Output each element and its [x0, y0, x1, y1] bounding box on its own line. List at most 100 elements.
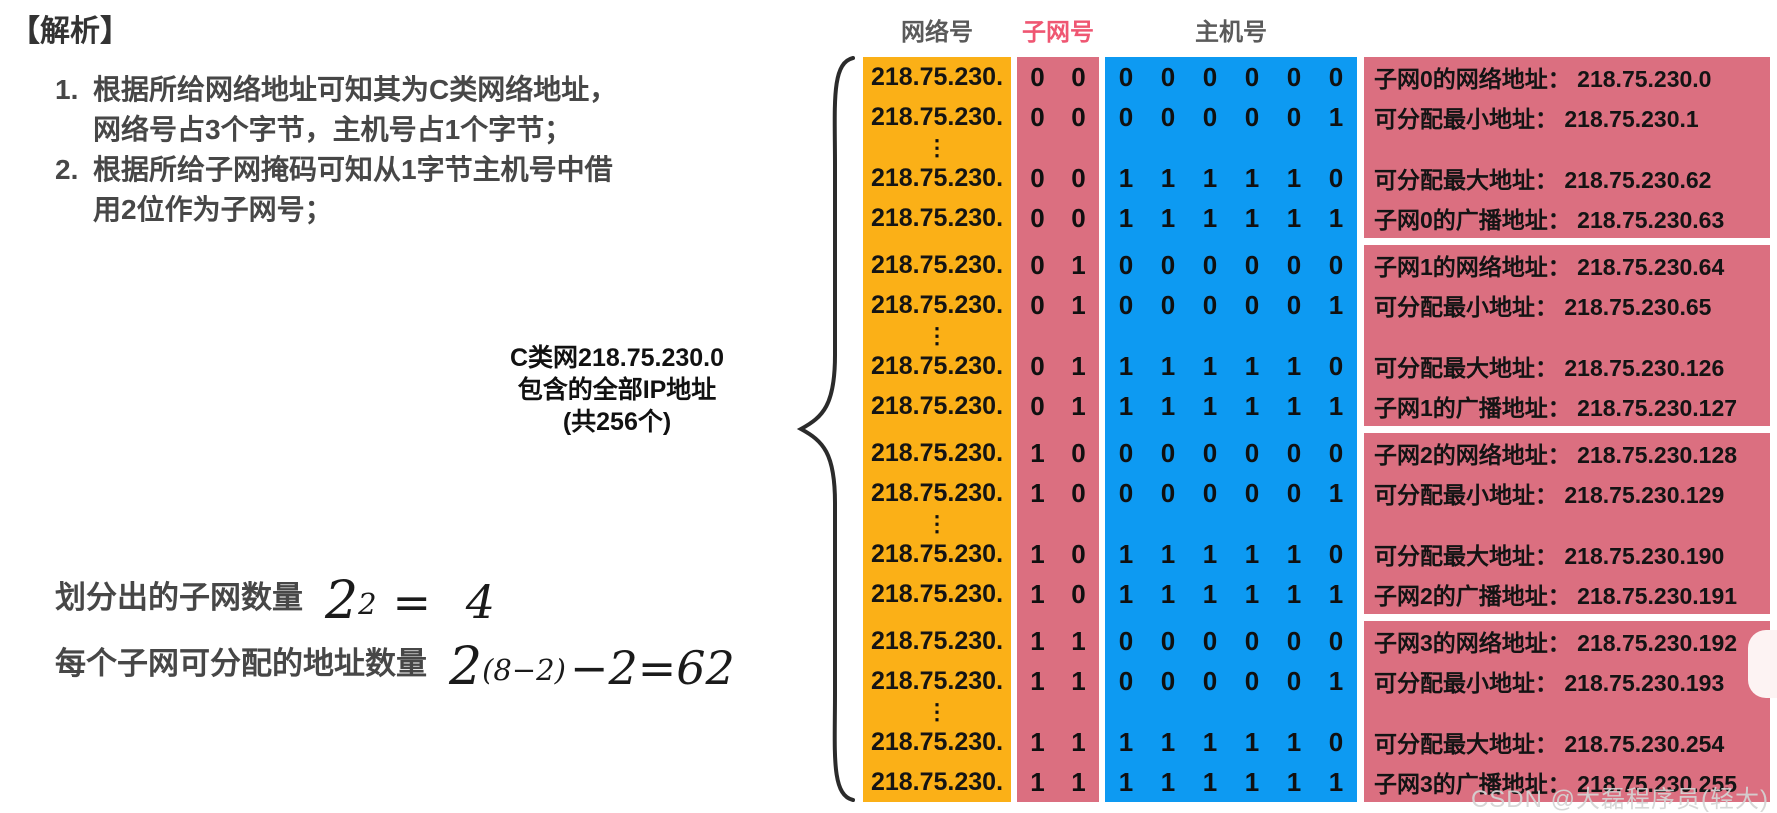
- bit-value: 0: [1071, 578, 1086, 609]
- table-row: 218.75.230. 1 0 1 1 1 1 1 0 可分配最大地址： 218.75.230.1…: [863, 534, 1770, 574]
- bit-value: 0: [1328, 437, 1344, 468]
- network-cell: 218.75.230.: [863, 534, 1011, 574]
- bit-value: 0: [1286, 101, 1302, 132]
- column-gap: [1357, 325, 1364, 346]
- column-gap: [1011, 57, 1017, 97]
- table-row: 218.75.230. 0 1 0 0 0 0 0 1 可分配最小地址： 218.75.230.6…: [863, 285, 1770, 325]
- point-text: 根据所给网络地址可知其为C类网络地址， 网络号占3个字节，主机号占1个字节；: [93, 70, 617, 150]
- annotation-cell: [1364, 325, 1770, 346]
- bit-value: 0: [1328, 726, 1344, 757]
- bit-value: 0: [1071, 101, 1086, 132]
- point-line: 用2位作为子网号；: [93, 194, 333, 225]
- column-gap: [1099, 534, 1105, 574]
- column-gap: [1011, 574, 1017, 614]
- subnet-bits-cell: [1017, 137, 1099, 158]
- network-cell: 218.75.230.: [863, 762, 1011, 802]
- bit-value: 0: [1286, 477, 1302, 508]
- column-gap: [1099, 137, 1105, 158]
- column-gap: [1011, 346, 1017, 386]
- formula-address-count: 每个子网可分配的地址数量 2(8−2)−2=62: [55, 638, 735, 696]
- bit-value: 0: [1071, 61, 1086, 92]
- annotation-cell: [1364, 614, 1770, 621]
- bit-value: 1: [1030, 625, 1045, 656]
- column-gap: [1357, 621, 1364, 661]
- bit-value: 0: [1244, 625, 1260, 656]
- column-gap: [1011, 534, 1017, 574]
- annotation-cell: 子网0的网络地址： 218.75.230.0: [1364, 57, 1770, 97]
- bit-value: 0: [1030, 350, 1045, 381]
- analysis-title: 【解析】: [10, 15, 130, 48]
- column-gap: [1099, 386, 1105, 426]
- bit-value: 1: [1118, 162, 1134, 193]
- ellipsis-glyph: ⋮: [926, 698, 948, 724]
- bit-value: 0: [1160, 61, 1176, 92]
- column-gap: [1011, 701, 1017, 722]
- ellipsis-row: ⋮: [863, 510, 1770, 536]
- network-cell: ⋮: [863, 136, 1011, 158]
- column-gap: [1011, 433, 1017, 473]
- bit-value: 1: [1118, 766, 1134, 797]
- host-bits-cell: [1105, 614, 1357, 621]
- bit-value: 0: [1286, 61, 1302, 92]
- network-cell: 218.75.230.: [863, 198, 1011, 238]
- network-cell: [863, 614, 1011, 621]
- bit-value: 0: [1202, 289, 1218, 320]
- bit-value: 0: [1286, 249, 1302, 280]
- column-gap: [1357, 513, 1364, 534]
- subnet-bits-cell: [1017, 238, 1099, 245]
- annotation-cell: 子网3的网络地址： 218.75.230.192: [1364, 621, 1770, 661]
- bit-value: 0: [1160, 101, 1176, 132]
- bit-value: 1: [1160, 538, 1176, 569]
- network-cell: 218.75.230.: [863, 386, 1011, 426]
- point-line: 根据所给网络地址可知其为C类网络地址，: [93, 74, 618, 105]
- column-gap: [1099, 701, 1105, 722]
- annotation-cell: [1364, 137, 1770, 158]
- bit-value: 1: [1071, 726, 1086, 757]
- network-cell: 218.75.230.: [863, 245, 1011, 285]
- ellipsis-glyph: ⋮: [926, 510, 948, 536]
- bit-value: 0: [1071, 202, 1086, 233]
- column-gap: [1011, 426, 1017, 433]
- column-gap: [1011, 97, 1017, 137]
- column-gap: [1011, 473, 1017, 513]
- annotation-cell: 子网3的广播地址： 218.75.230.255: [1364, 762, 1770, 802]
- annotation-cell: [1364, 426, 1770, 433]
- column-gap: [1099, 614, 1105, 621]
- column-gap: [1099, 473, 1105, 513]
- annotation-cell: 子网0的广播地址： 218.75.230.63: [1364, 198, 1770, 238]
- analysis-point-1: 1. 根据所给网络地址可知其为C类网络地址， 网络号占3个字节，主机号占1个字节…: [55, 70, 617, 150]
- bit-value: 1: [1160, 350, 1176, 381]
- bit-value: 0: [1030, 202, 1045, 233]
- annotation-cell: 可分配最大地址： 218.75.230.62: [1364, 158, 1770, 198]
- annotation-cell: 可分配最大地址： 218.75.230.254: [1364, 722, 1770, 762]
- bit-value: 1: [1244, 390, 1260, 421]
- column-gap: [1357, 722, 1364, 762]
- column-gap: [1099, 97, 1105, 137]
- bit-value: 1: [1202, 202, 1218, 233]
- bit-value: 1: [1160, 202, 1176, 233]
- bit-value: 0: [1244, 477, 1260, 508]
- column-gap: [1099, 238, 1105, 245]
- bit-value: 0: [1118, 477, 1134, 508]
- bit-value: 0: [1244, 289, 1260, 320]
- network-cell: [863, 238, 1011, 245]
- column-gap: [1099, 621, 1105, 661]
- column-gap: [1011, 238, 1017, 245]
- column-gap: [1011, 513, 1017, 534]
- bit-value: 1: [1328, 477, 1344, 508]
- bit-value: 1: [1071, 766, 1086, 797]
